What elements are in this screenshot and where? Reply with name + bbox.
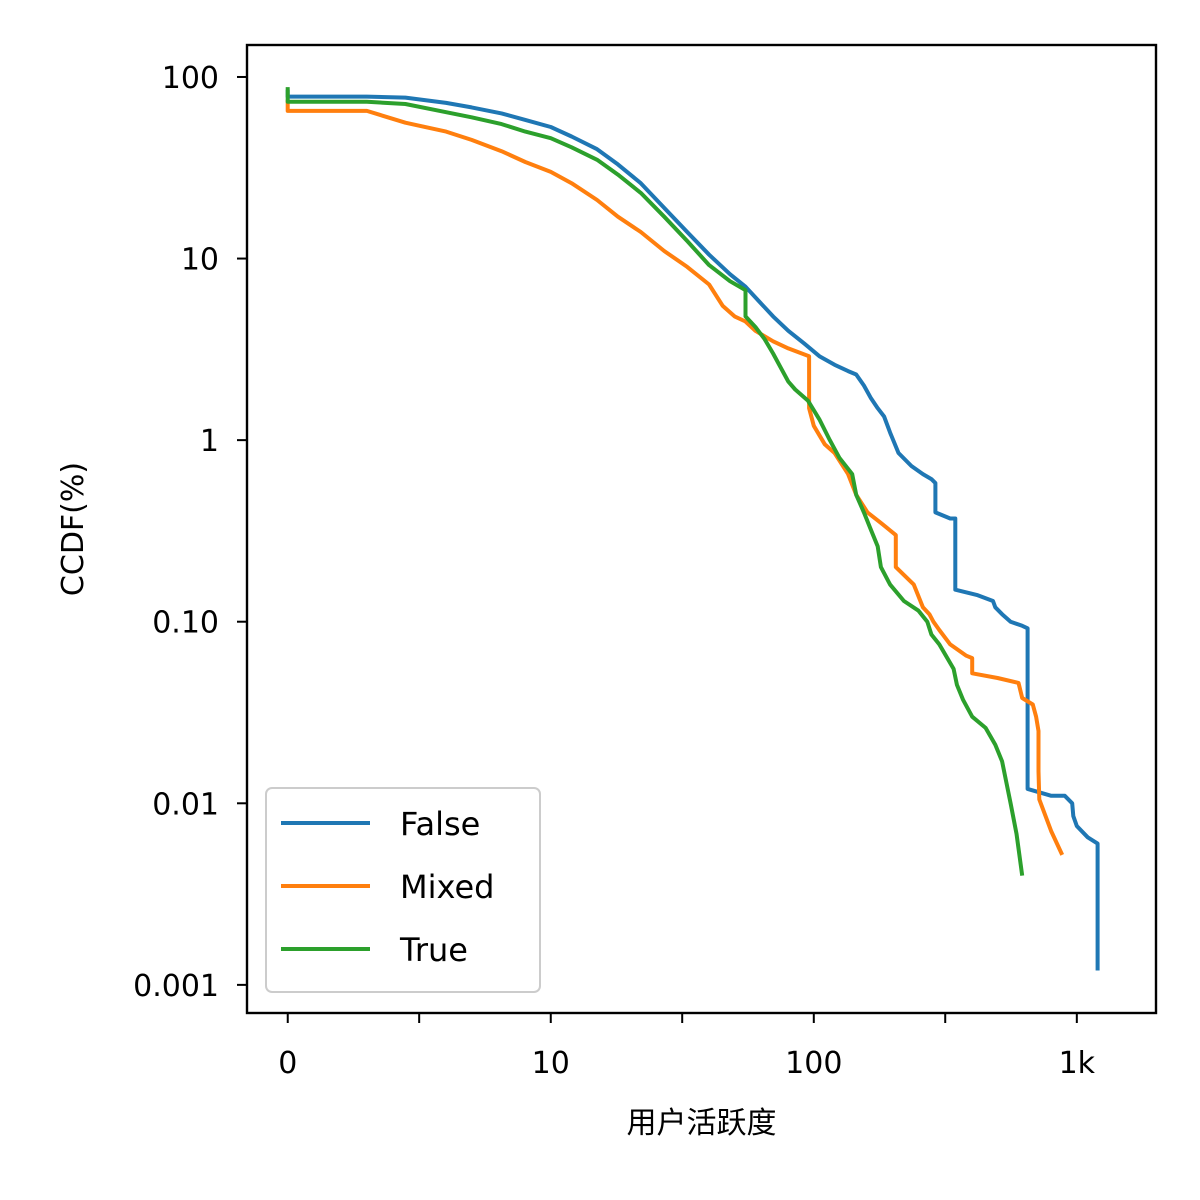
y-tick-label: 1 [200,424,219,459]
y-tick-label: 0.01 [152,787,219,822]
x-tick-label: 100 [785,1046,842,1081]
x-axis-title: 用户活跃度 [627,1106,777,1141]
y-tick-label: 100 [162,61,219,96]
legend-box [265,787,541,993]
x-tick-label: 10 [532,1046,570,1081]
y-tick-label: 0.001 [133,969,219,1004]
x-axis: 0 10 100 1k [278,1013,1096,1081]
y-tick-label: 0.10 [152,606,219,641]
legend-label-mixed: Mixed [400,868,494,906]
series-layer [285,87,1100,971]
y-axis-title: CCDF(%) [56,462,91,596]
x-tick-label: 1k [1059,1046,1096,1081]
series-line-true [285,87,1025,876]
legend-label-false: False [400,805,480,843]
y-axis: 100 10 1 0.10 0.01 0.001 [133,61,247,1004]
legend: False Mixed True [265,787,541,993]
x-tick-label: 0 [278,1046,297,1081]
series-line-false [285,89,1100,971]
series-line-mixed [285,99,1065,856]
plot-frame [245,43,1158,1015]
legend-label-true: True [399,931,468,969]
y-tick-label: 10 [181,243,219,278]
